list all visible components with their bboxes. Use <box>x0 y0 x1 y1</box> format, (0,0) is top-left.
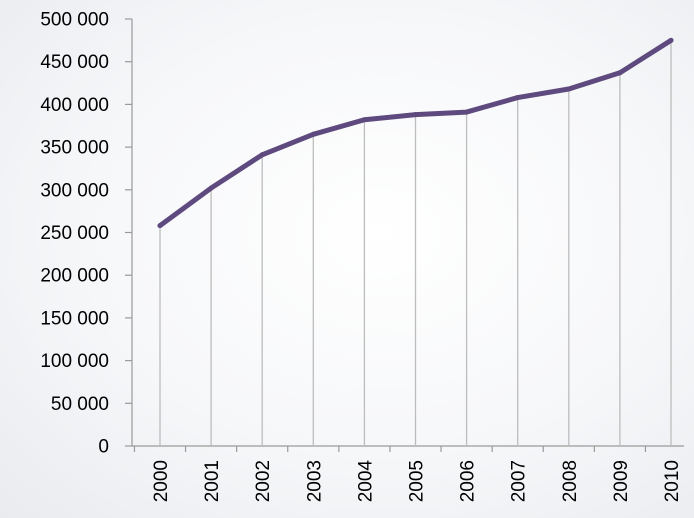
y-tick-label: 300 000 <box>40 180 109 201</box>
data-point <box>361 117 367 123</box>
y-tick-label: 250 000 <box>40 223 109 244</box>
x-tick-label: 2005 <box>407 460 428 502</box>
data-point <box>259 152 265 158</box>
y-tick-label: 400 000 <box>40 95 109 116</box>
y-tick-label: 350 000 <box>40 138 109 159</box>
x-tick-label: 2008 <box>560 460 581 502</box>
data-point <box>515 95 521 101</box>
x-tick-label: 2010 <box>662 460 683 502</box>
x-tick-label: 2009 <box>611 460 632 502</box>
y-tick-label: 150 000 <box>40 308 109 329</box>
y-tick-label: 50 000 <box>51 394 109 415</box>
x-tick-label: 2002 <box>253 460 274 502</box>
y-tick-label: 100 000 <box>40 351 109 372</box>
data-point <box>668 37 674 43</box>
y-tick-label: 450 000 <box>40 52 109 73</box>
x-tick-label: 2004 <box>355 460 376 503</box>
y-tick-label: 0 <box>98 437 109 458</box>
x-tick-label: 2007 <box>509 460 530 502</box>
data-point <box>208 185 214 191</box>
data-point <box>310 131 316 137</box>
x-tick-label: 2001 <box>202 460 223 502</box>
x-tick-label: 2000 <box>151 460 172 502</box>
series-group <box>157 37 674 229</box>
data-point <box>157 223 163 229</box>
data-point <box>413 112 418 118</box>
data-point <box>464 109 470 115</box>
x-axis: 2000 2001 2002 2003 2004 2005 2006 2007 2008 2009… <box>132 445 684 503</box>
drop-lines <box>159 40 672 446</box>
x-tick-label: 2006 <box>458 460 479 502</box>
y-axis: 0 50 000 100 000 150 000 200 000 250 000 300 0… <box>40 10 133 458</box>
x-tick-label: 2003 <box>304 460 325 502</box>
y-tick-label: 200 000 <box>40 266 109 287</box>
data-point <box>617 70 623 76</box>
data-point <box>566 86 572 92</box>
y-tick-label: 500 000 <box>40 10 109 31</box>
